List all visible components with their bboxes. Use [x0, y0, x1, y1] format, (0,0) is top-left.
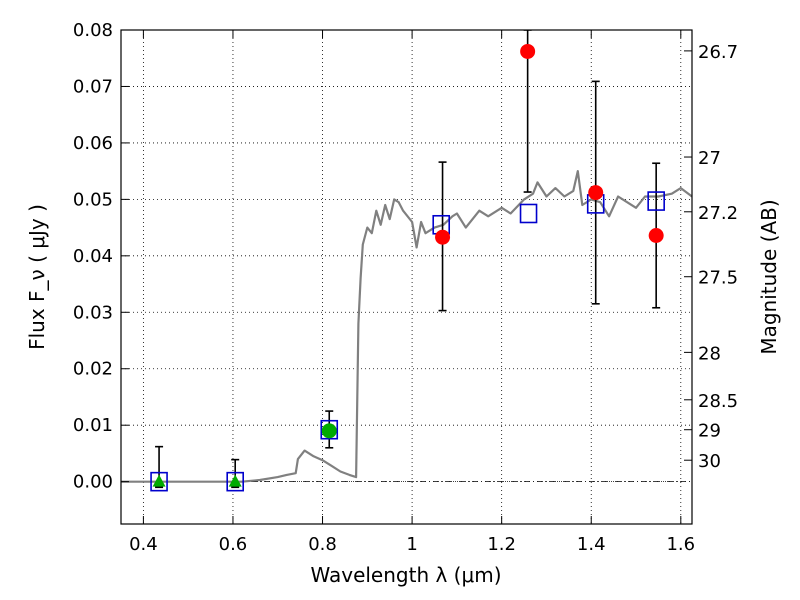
template-spectrum [121, 170, 692, 483]
template-spectrum-line [121, 170, 692, 483]
x-tick-label: 1.4 [577, 534, 606, 555]
right-tick-label: 30 [698, 451, 721, 472]
x-tick-label: 0.8 [308, 534, 337, 555]
photometry-square-marker [226, 471, 244, 492]
y-axis-ticks: 0.00 0.01 0.02 0.03 0.04 0.05 0.06 0.07 0.08 [73, 20, 129, 493]
y-tick-label: 0.02 [73, 359, 113, 380]
right-tick-label: 27 [698, 148, 721, 169]
right-tick-label: 26.7 [698, 42, 738, 63]
right-tick-label: 29 [698, 421, 721, 442]
data-markers [150, 43, 665, 492]
y-tick-label: 0.06 [73, 133, 113, 154]
grid-lines [121, 29, 692, 524]
y-tick-label: 0.00 [73, 472, 113, 493]
y-axis-label: Flux F_ν ( μJy ) [25, 204, 49, 350]
x-tick-label: 1.2 [487, 534, 516, 555]
y-tick-label: 0.03 [73, 302, 113, 323]
measured-circle-marker [435, 229, 451, 245]
photometry-square-marker [519, 203, 538, 224]
y-tick-label: 0.04 [73, 246, 113, 267]
x-tick-label: 1.6 [666, 534, 695, 555]
plot-frame [120, 29, 693, 525]
x-tick-label: 0.6 [219, 534, 248, 555]
right-tick-label: 28 [698, 343, 721, 364]
y-tick-label: 0.07 [73, 76, 113, 97]
x-axis-ticks: 0.4 0.6 0.8 1 1.2 1.4 1.6 [129, 30, 695, 555]
right-axis-ticks: 26.7 27 27.2 27.5 28 28.5 29 30 [684, 42, 738, 472]
photometry-square-marker [320, 419, 339, 440]
right-axis-label: Magnitude (AB) [757, 199, 781, 354]
x-tick-label: 1 [406, 534, 417, 555]
right-tick-label: 28.5 [698, 391, 738, 412]
right-tick-label: 27.5 [698, 268, 738, 289]
error-bars [155, 30, 661, 489]
measured-circle-marker [588, 185, 604, 201]
limit-triangle-marker [152, 474, 166, 487]
measured-circle-marker [520, 43, 536, 59]
x-tick-label: 0.4 [129, 534, 158, 555]
right-tick-label: 27.2 [698, 203, 738, 224]
limit-triangle-marker [228, 474, 242, 487]
photometry-square-marker [647, 191, 665, 211]
y-tick-label: 0.05 [73, 189, 113, 210]
photometry-square-marker [150, 471, 168, 492]
y-tick-label: 0.08 [73, 20, 113, 41]
y-tick-label: 0.01 [73, 415, 113, 436]
x-axis-label: Wavelength λ (μm) [310, 563, 501, 587]
measured-circle-marker [321, 423, 337, 439]
measured-circle-marker [648, 228, 664, 244]
